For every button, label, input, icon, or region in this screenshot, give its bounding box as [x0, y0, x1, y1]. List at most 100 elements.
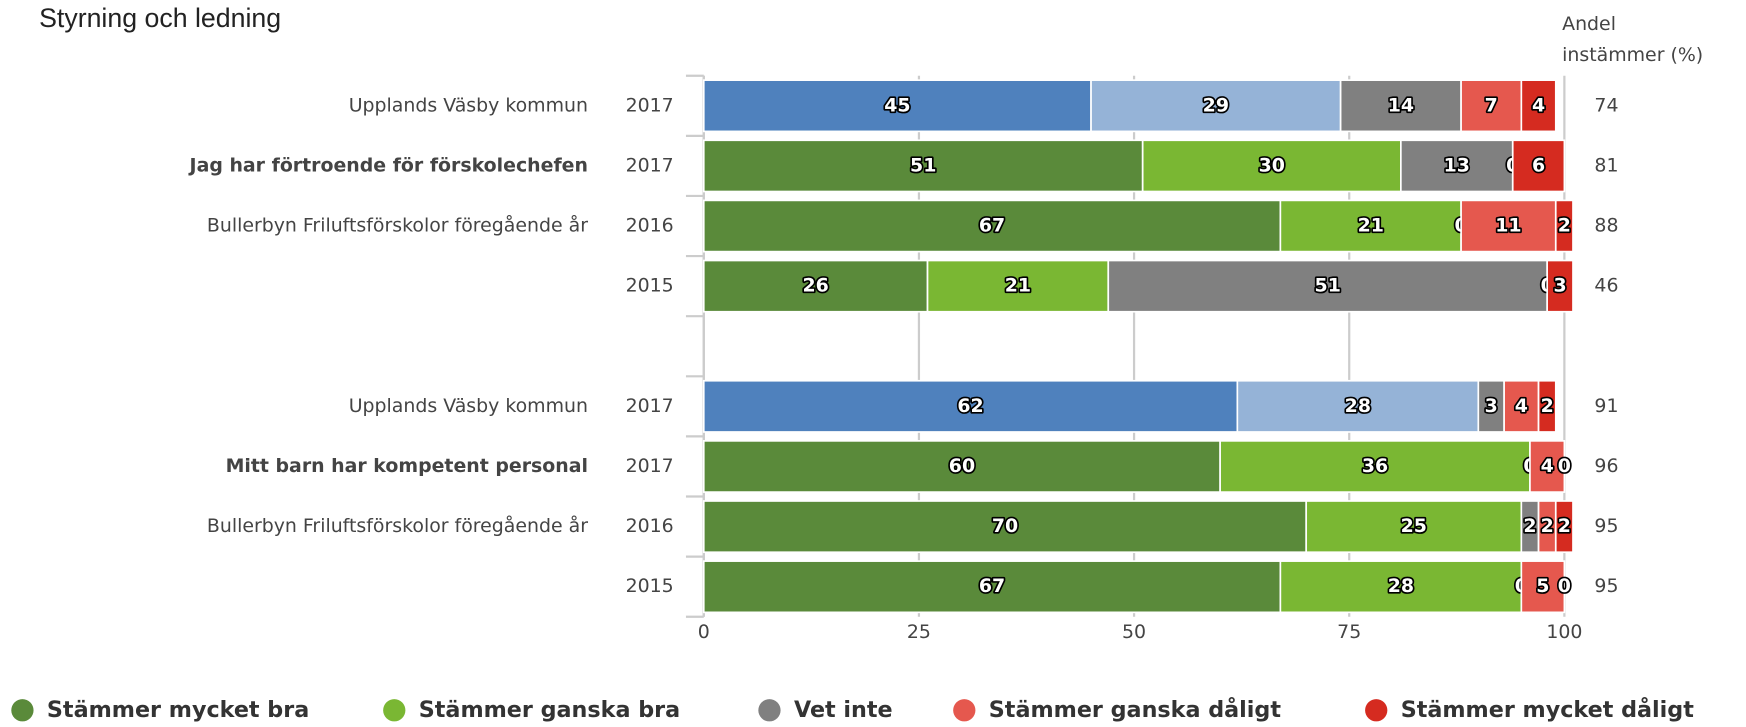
data-label: 67 — [979, 215, 1005, 237]
legend-marker — [383, 699, 406, 722]
bar-segment — [1279, 199, 1462, 253]
data-label: 36 — [1362, 455, 1388, 477]
data-label: 4 — [1532, 94, 1545, 116]
data-label: 4 — [1515, 395, 1528, 417]
legend-marker — [1365, 699, 1388, 722]
side-value: 46 — [1594, 275, 1618, 297]
bar-segment — [1090, 79, 1342, 133]
row-label: Bullerbyn Friluftsförskolor föregående å… — [207, 514, 588, 537]
data-label: 45 — [884, 94, 910, 116]
side-value: 96 — [1594, 455, 1618, 477]
data-label: 3 — [1553, 275, 1566, 297]
bar-segment — [1554, 199, 1574, 253]
data-label: 2 — [1541, 515, 1554, 537]
bar-segment — [1520, 560, 1566, 614]
year-label: 2017 — [626, 395, 674, 417]
data-label: 0 — [1558, 455, 1571, 477]
bar-segment — [702, 440, 1221, 493]
data-label: 60 — [949, 455, 975, 477]
year-label: 2015 — [626, 275, 674, 297]
data-label: 3 — [1485, 395, 1498, 417]
bar-segment — [1503, 379, 1540, 433]
legend-marker — [758, 699, 781, 722]
data-label: 7 — [1485, 94, 1498, 116]
legend-label: Stämmer ganska bra — [419, 697, 680, 723]
bar-segment — [1511, 139, 1566, 193]
bar-segment — [1236, 379, 1480, 433]
data-label: 2 — [1541, 395, 1554, 417]
year-label: 2017 — [626, 94, 674, 116]
legend-label: Stämmer mycket dåligt — [1401, 696, 1695, 723]
data-label: 51 — [1315, 275, 1341, 297]
chart-title: Styrning och ledning — [39, 3, 281, 33]
bar-segment — [702, 560, 1282, 614]
side-value: 91 — [1594, 395, 1618, 417]
row-label: Mitt barn har kompetent personal — [226, 455, 588, 477]
side-label: Andel — [1562, 13, 1616, 35]
data-label: 21 — [1005, 275, 1031, 297]
data-label: 29 — [1203, 94, 1229, 116]
bar-segment — [702, 199, 1282, 253]
row-label: Upplands Väsby kommun — [349, 94, 588, 116]
bar-segment — [702, 79, 1092, 133]
bar-segment — [1305, 500, 1523, 554]
x-tick-label: 25 — [907, 621, 931, 643]
legend-label: Stämmer ganska dåligt — [989, 696, 1282, 723]
side-value: 95 — [1594, 515, 1618, 537]
legend-marker — [11, 699, 34, 722]
bar-segment — [926, 259, 1110, 313]
legend-marker — [953, 699, 976, 722]
data-label: 14 — [1388, 94, 1414, 116]
row-label: Bullerbyn Friluftsförskolor föregående å… — [207, 214, 588, 237]
year-label: 2016 — [626, 515, 674, 537]
data-label: 30 — [1259, 154, 1285, 176]
year-label: 2017 — [626, 455, 674, 477]
data-label: 67 — [979, 575, 1005, 597]
data-label: 21 — [1358, 215, 1384, 237]
data-label: 4 — [1541, 455, 1554, 477]
bar-segment — [1554, 500, 1574, 554]
data-label: 2 — [1558, 215, 1571, 237]
data-label: 26 — [802, 275, 828, 297]
x-tick-label: 100 — [1546, 621, 1582, 643]
bar-segment — [1339, 79, 1462, 133]
bar-segment — [702, 259, 929, 313]
bar-segment — [1477, 379, 1505, 433]
bar-segment — [1219, 440, 1531, 493]
bar-segment — [1520, 79, 1557, 133]
side-value: 95 — [1594, 575, 1618, 597]
side-value: 88 — [1594, 215, 1618, 237]
legend-label: Vet inte — [794, 697, 893, 723]
bar-segment — [1400, 139, 1514, 193]
row-label: Upplands Väsby kommun — [349, 395, 588, 417]
bar-segment — [702, 379, 1239, 433]
bar-segment — [1537, 379, 1557, 433]
data-label: 62 — [957, 395, 983, 417]
year-label: 2017 — [626, 154, 674, 176]
data-label: 0 — [1558, 575, 1571, 597]
year-label: 2015 — [626, 575, 674, 597]
data-label: 2 — [1523, 515, 1536, 537]
data-label: 13 — [1444, 154, 1470, 176]
side-label: instämmer (%) — [1562, 44, 1703, 66]
bar-segment — [1546, 259, 1574, 313]
legend-label: Stämmer mycket bra — [47, 697, 309, 723]
side-value: 74 — [1594, 94, 1618, 116]
year-label: 2016 — [626, 215, 674, 237]
x-tick-label: 75 — [1337, 621, 1361, 643]
bar-segment — [1107, 259, 1548, 313]
data-label: 6 — [1532, 154, 1545, 176]
data-label: 11 — [1495, 215, 1521, 237]
data-label: 51 — [910, 154, 936, 176]
data-label: 25 — [1401, 515, 1427, 537]
bar-segment — [1279, 560, 1523, 614]
row-label: Jag har förtroende för förskolechefen — [188, 154, 588, 176]
data-label: 70 — [992, 515, 1018, 537]
bar-segment — [1460, 199, 1557, 253]
data-label: 28 — [1345, 395, 1371, 417]
bar-segment — [1141, 139, 1402, 193]
bar-segment — [702, 139, 1144, 193]
x-tick-label: 0 — [698, 621, 710, 643]
data-label: 2 — [1558, 515, 1571, 537]
